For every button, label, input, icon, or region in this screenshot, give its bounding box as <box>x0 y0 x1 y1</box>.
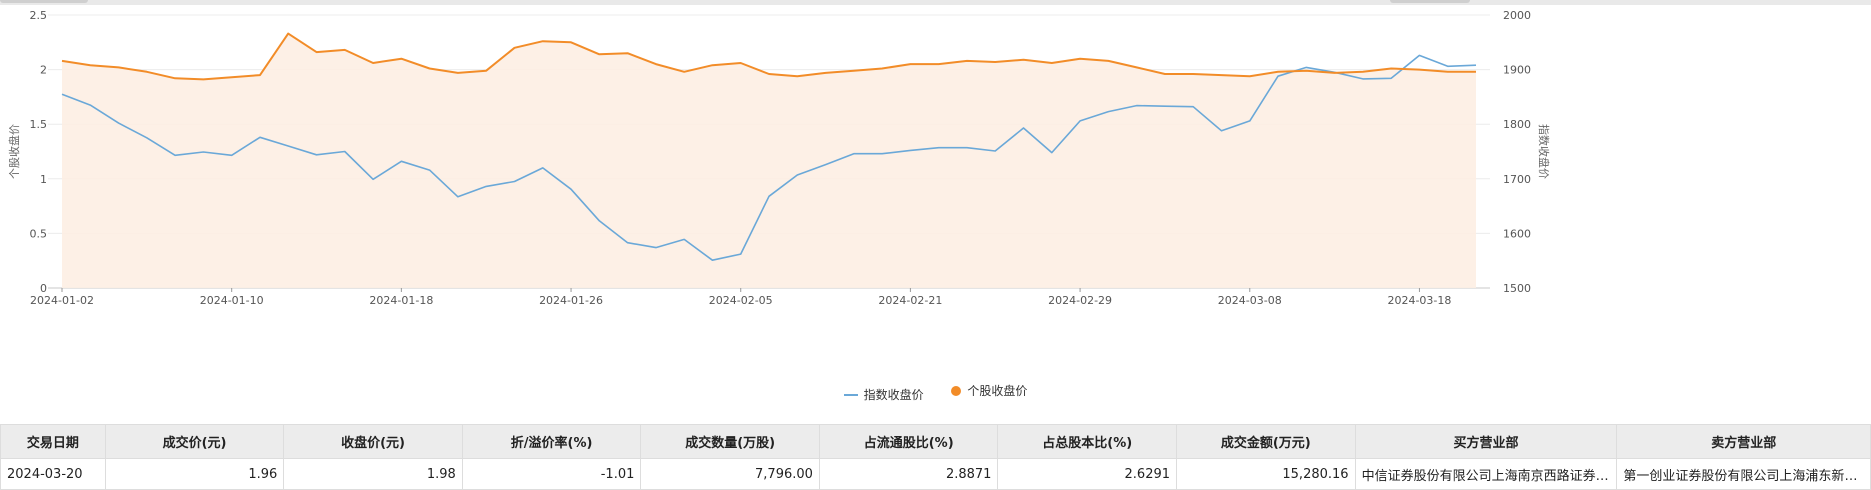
col-header-amount[interactable]: 成交金额(万元) <box>1176 424 1356 459</box>
y-right-tick-label: 2000 <box>1503 9 1531 22</box>
axes: 0 0.5 1 1.5 2 2.5 1500 1600 1700 1800 1900 2000 个股收盘… <box>7 9 1551 307</box>
cell-total-ratio: 2.6291 <box>997 458 1178 490</box>
y-left-tick-label: 2.5 <box>30 9 48 22</box>
legend-line-icon <box>843 393 858 396</box>
y-left-tick-label: 1 <box>40 173 47 186</box>
legend-label-stock: 个股收盘价 <box>967 384 1028 398</box>
y-left-tick-label: 0.5 <box>30 227 48 240</box>
x-tick-label: 2024-01-10 <box>200 294 264 307</box>
chart: 0 0.5 1 1.5 2 2.5 1500 1600 1700 1800 1900 2000 个股收盘… <box>7 9 1551 307</box>
cell-seller[interactable]: 第一创业证券股份有限公司上海浦东新区证券营业部 <box>1616 458 1871 490</box>
legend-item-index[interactable]: 指数收盘价 <box>843 386 924 403</box>
col-header-close-price[interactable]: 收盘价(元) <box>283 424 463 459</box>
cell-date: 2024-03-20 <box>0 458 106 490</box>
y-left-tick-label: 2 <box>40 64 47 77</box>
x-tick-label: 2024-01-18 <box>369 294 433 307</box>
x-tick-label: 2024-02-29 <box>1048 294 1112 307</box>
x-tick-label: 2024-03-08 <box>1218 294 1282 307</box>
legend: 指数收盘价 个股收盘价 <box>0 382 1871 403</box>
cell-amount: 15,280.16 <box>1176 458 1356 490</box>
block-trade-table: 交易日期 成交价(元) 收盘价(元) 折/溢价率(%) 成交数量(万股) 占流通… <box>0 424 1871 490</box>
cell-premium-rate: -1.01 <box>461 458 642 490</box>
series-lines <box>61 32 1477 261</box>
top-tab-right[interactable] <box>1390 0 1470 3</box>
cell-volume: 7,796.00 <box>640 458 820 490</box>
cell-float-ratio: 2.8871 <box>818 458 999 490</box>
table-header-row: 交易日期 成交价(元) 收盘价(元) 折/溢价率(%) 成交数量(万股) 占流通… <box>0 424 1871 459</box>
col-header-float-ratio[interactable]: 占流通股比(%) <box>818 424 999 459</box>
cell-close-price: 1.98 <box>283 458 463 490</box>
x-tick-label: 2024-02-05 <box>709 294 773 307</box>
y-right-tick-label: 1700 <box>1503 173 1531 186</box>
stock-area <box>62 33 1476 288</box>
stock-close-line <box>61 32 1476 81</box>
table-row: 2024-03-20 1.96 1.98 -1.01 7,796.00 2.88… <box>0 458 1871 490</box>
top-strip <box>0 0 1871 5</box>
y-right-tick-label: 1900 <box>1503 64 1531 77</box>
x-tick-label: 2024-03-18 <box>1387 294 1451 307</box>
cell-deal-price: 1.96 <box>104 458 285 490</box>
col-header-volume[interactable]: 成交数量(万股) <box>640 424 820 459</box>
y-left-axis-title: 个股收盘价 <box>7 124 21 179</box>
index-close-line <box>61 54 1477 261</box>
y-right-axis-title: 指数收盘价 <box>1537 124 1551 179</box>
y-left-tick-label: 0 <box>40 282 47 295</box>
x-tick-label: 2024-02-21 <box>878 294 942 307</box>
legend-label-index: 指数收盘价 <box>863 388 924 402</box>
col-header-buyer[interactable]: 买方营业部 <box>1354 424 1618 459</box>
col-header-premium-rate[interactable]: 折/溢价率(%) <box>461 424 642 459</box>
x-tick-label: 2024-01-26 <box>539 294 603 307</box>
y-right-tick-label: 1500 <box>1503 282 1531 295</box>
y-right-tick-label: 1600 <box>1503 227 1531 240</box>
col-header-seller[interactable]: 卖方营业部 <box>1616 424 1871 459</box>
col-header-date[interactable]: 交易日期 <box>0 424 106 459</box>
y-left-tick-label: 1.5 <box>30 118 48 131</box>
y-right-tick-label: 1800 <box>1503 118 1531 131</box>
col-header-deal-price[interactable]: 成交价(元) <box>104 424 285 459</box>
cell-buyer[interactable]: 中信证券股份有限公司上海南京西路证券营业部 <box>1354 458 1618 490</box>
legend-dot-icon <box>951 385 962 396</box>
legend-item-stock[interactable]: 个股收盘价 <box>951 382 1027 399</box>
top-tab-left[interactable] <box>0 0 88 3</box>
x-tick-label: 2024-01-02 <box>30 294 94 307</box>
stock-area-fill <box>62 33 1476 288</box>
col-header-total-ratio[interactable]: 占总股本比(%) <box>997 424 1178 459</box>
